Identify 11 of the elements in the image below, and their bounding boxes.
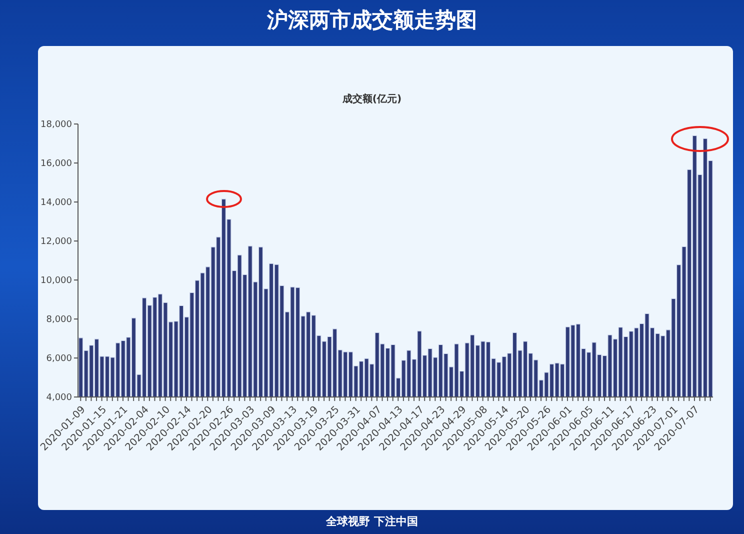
y-tick-label: 18,000: [40, 120, 72, 130]
y-tick-label: 14,000: [40, 198, 72, 208]
chart-title: 沪深两市成交额走势图: [266, 7, 478, 34]
y-tick-label: 10,000: [40, 276, 72, 286]
y-tick-label: 16,000: [40, 159, 72, 170]
text: 全球视野 下注中国: [325, 514, 419, 529]
y-tick-label: 4,000: [46, 393, 72, 404]
y-tick-label: 8,000: [46, 315, 72, 326]
y-tick-label: 6,000: [46, 354, 72, 364]
y-axis-title: 成交额(亿元): [341, 92, 403, 106]
y-tick-label: 12,000: [40, 237, 72, 248]
